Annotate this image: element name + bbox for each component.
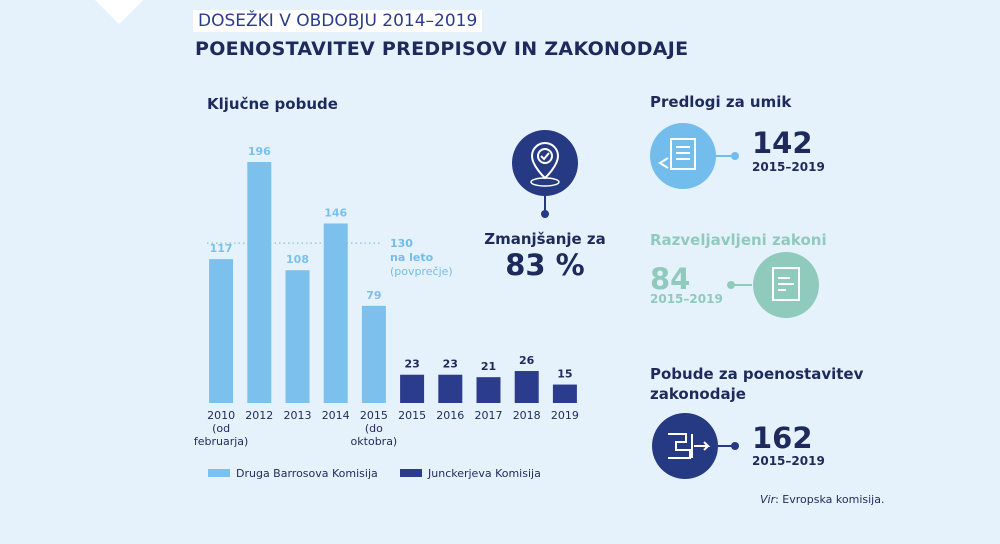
value-label: 26: [519, 354, 535, 367]
stat-title: Razveljavljeni zakoni: [650, 231, 827, 249]
x-tick-label: 2013: [283, 409, 312, 422]
source-text: : Evropska komisija.: [775, 493, 885, 506]
stat-value: 142: [752, 126, 813, 160]
value-label: 23: [404, 358, 419, 371]
reference-label: 130 na leto (povprečje): [390, 237, 453, 279]
legend-swatch: [208, 469, 230, 477]
x-tick-label: 2015 (do oktobra): [350, 409, 398, 448]
withdraw-icon: [650, 123, 739, 189]
value-label: 79: [366, 289, 381, 302]
source-prefix: Vir: [760, 493, 776, 506]
x-tick-label: 2016: [436, 409, 465, 422]
reduction-value: 83 %: [505, 248, 585, 282]
bar: [247, 162, 272, 403]
bar: [514, 371, 539, 403]
reference-note: (povprečje): [390, 265, 453, 278]
value-label: 117: [210, 242, 233, 255]
bar: [438, 374, 463, 403]
repeal-icon: [727, 252, 819, 318]
corner-mark: [95, 0, 143, 24]
legend-label: Druga Barrosova Komisija: [236, 467, 378, 480]
bar: [476, 377, 501, 403]
x-tick-label: 2019: [550, 409, 579, 422]
stat-period: 2015–2019: [752, 160, 825, 174]
stat-title: Pobude za poenostavitev zakonodaje: [650, 365, 864, 403]
reference-value: 130: [390, 237, 413, 250]
legend-swatch: [400, 469, 422, 477]
reduction: Zmanjšanje za 83 %: [470, 230, 620, 282]
x-tick-label: 2010 (od februarja): [193, 409, 249, 448]
page-title: POENOSTAVITEV PREDPISOV IN ZAKONODAJE: [195, 38, 689, 60]
reference-text: na leto: [390, 251, 434, 264]
simplify-icon: [652, 413, 739, 479]
bar: [323, 223, 348, 403]
stat-period: 2015–2019: [650, 292, 723, 306]
stat-period: 2015–2019: [752, 454, 825, 468]
bar: [285, 270, 310, 403]
stat-title: Predlogi za umik: [650, 93, 792, 111]
bar: [361, 305, 386, 403]
x-tick-label: 2015: [398, 409, 427, 422]
bar: [209, 259, 234, 403]
value-label: 108: [286, 253, 309, 266]
value-label: 23: [443, 358, 458, 371]
x-tick-label: 2018: [512, 409, 541, 422]
value-label: 15: [557, 368, 572, 381]
source: Vir: Evropska komisija.: [760, 493, 884, 506]
x-tick-label: 2014: [321, 409, 350, 422]
stat-value: 162: [752, 421, 813, 455]
stat-value: 84: [650, 262, 691, 296]
x-tick-label: 2017: [474, 409, 503, 422]
legend-label: Junckerjeva Komisija: [427, 467, 541, 480]
location-icon: [512, 130, 578, 218]
value-label: 196: [248, 145, 271, 158]
bar: [552, 384, 577, 403]
chart-title: Ključne pobude: [207, 95, 338, 113]
value-label: 146: [324, 206, 347, 219]
value-label: 21: [481, 360, 496, 373]
kicker: DOSEŽKI V OBDOBJU 2014–2019: [193, 10, 483, 32]
reduction-label: Zmanjšanje za: [484, 230, 606, 248]
bar: [400, 374, 425, 403]
x-tick-label: 2012: [245, 409, 274, 422]
